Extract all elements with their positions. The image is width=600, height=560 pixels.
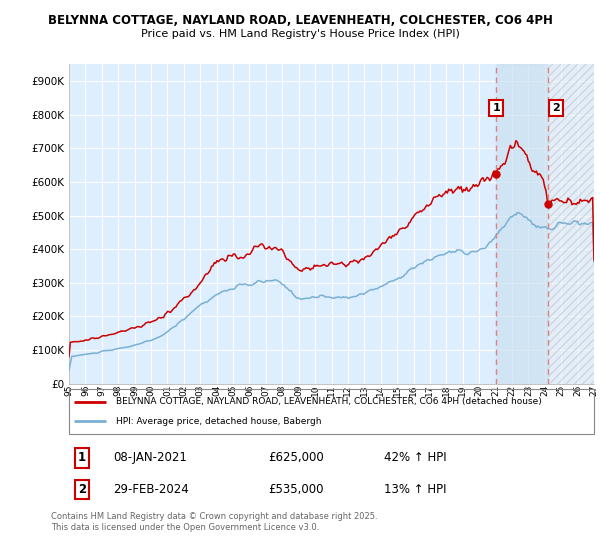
- Text: HPI: Average price, detached house, Babergh: HPI: Average price, detached house, Babe…: [116, 417, 322, 426]
- Bar: [496, 64, 548, 384]
- Text: 13% ↑ HPI: 13% ↑ HPI: [384, 483, 446, 496]
- Text: 1: 1: [493, 103, 500, 113]
- Text: Contains HM Land Registry data © Crown copyright and database right 2025.
This d: Contains HM Land Registry data © Crown c…: [51, 512, 377, 532]
- Text: 1: 1: [78, 451, 86, 464]
- Text: £625,000: £625,000: [269, 451, 324, 464]
- Text: 29-FEB-2024: 29-FEB-2024: [113, 483, 190, 496]
- Text: BELYNNA COTTAGE, NAYLAND ROAD, LEAVENHEATH, COLCHESTER, CO6 4PH: BELYNNA COTTAGE, NAYLAND ROAD, LEAVENHEA…: [47, 14, 553, 27]
- Text: 42% ↑ HPI: 42% ↑ HPI: [384, 451, 446, 464]
- Text: 2: 2: [78, 483, 86, 496]
- Text: 2: 2: [552, 103, 560, 113]
- Text: 08-JAN-2021: 08-JAN-2021: [113, 451, 187, 464]
- Bar: [548, 64, 594, 384]
- Bar: [548, 64, 594, 384]
- Text: £535,000: £535,000: [269, 483, 324, 496]
- Text: Price paid vs. HM Land Registry's House Price Index (HPI): Price paid vs. HM Land Registry's House …: [140, 29, 460, 39]
- Text: BELYNNA COTTAGE, NAYLAND ROAD, LEAVENHEATH, COLCHESTER, CO6 4PH (detached house): BELYNNA COTTAGE, NAYLAND ROAD, LEAVENHEA…: [116, 397, 542, 406]
